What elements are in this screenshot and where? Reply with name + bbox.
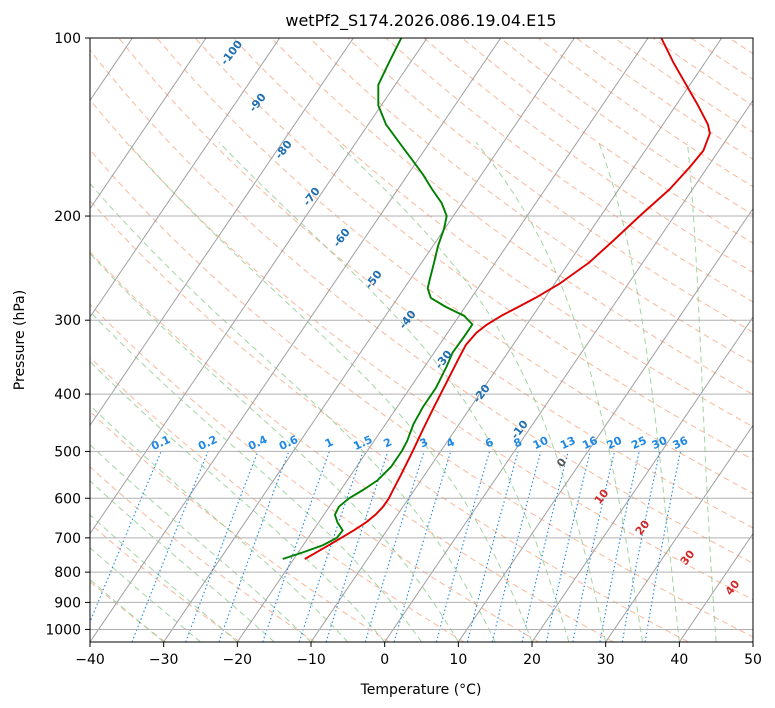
mixing-ratio-label: 36 [671,434,691,452]
x-tick-label: 20 [523,652,541,668]
mixing-ratio-line [131,451,209,642]
y-tick-label: 800 [54,565,81,581]
isotherm-line [90,38,428,535]
y-tick-label: 1000 [45,622,81,638]
isotherm-line [163,38,575,642]
x-tick-label: −30 [149,652,179,668]
x-tick-label: 30 [597,652,615,668]
mixing-ratio-line [521,451,569,642]
y-tick-label: 500 [54,444,81,460]
isotherm-line [90,38,502,642]
plot-area [90,38,753,642]
isotherm-line [457,207,753,642]
mixing-ratio-label: 16 [580,434,600,452]
mixing-ratio-label: 10 [531,434,551,452]
x-tick-label: −10 [296,652,326,668]
dewpoint-profile-line [282,38,474,560]
y-tick-label: 200 [54,209,81,225]
isotherm-line [90,38,354,427]
dry-adiabat-line [232,38,753,428]
dry-adiabat-line [90,356,465,642]
mixing-ratio-line [262,451,330,642]
x-tick-label: 50 [744,652,762,668]
chart-title: wetPf2_S174.2026.086.19.04.E15 [285,11,556,31]
dry-adiabat-line [90,199,689,642]
mixing-ratio-label: 30 [650,434,670,452]
dry-adiabat-line [90,303,540,642]
mixing-ratio-line [90,451,162,624]
dry-adiabat-line [90,99,753,601]
dry-adiabat-line [90,466,315,642]
y-tick-label: 300 [54,313,81,329]
mixing-ratio-line [185,451,259,642]
y-tick-label: 100 [54,31,81,47]
axes: −40 −30 −20 −10 0 10 20 30 40 50 100 200 300 400 500 60… [45,31,762,668]
x-tick-label: −20 [223,652,253,668]
dry-adiabat-line [270,38,753,396]
isotherm-line [236,38,649,642]
temperature-profile-line [304,38,711,560]
isotherm-line [90,38,207,210]
isotherm-line [531,316,753,642]
plot-frame [89,37,754,643]
mixing-ratio-label: 20 [605,434,625,452]
mixing-ratio-line [325,451,389,642]
y-tick-label: 900 [54,595,81,611]
isotherm-line [678,532,753,642]
isotherm-line [605,424,753,642]
isotherm-line [90,38,281,318]
mixing-ratio-line [364,451,425,642]
mixing-ratio-line [491,451,542,642]
x-tick-label: 0 [380,652,389,668]
x-tick-label: −40 [75,652,105,668]
dry-adiabat-line [90,49,753,564]
y-axis-label: Pressure (hPa) [12,290,28,390]
mixing-ratio-label: 13 [558,434,577,452]
dry-adiabat-line [156,38,753,494]
mixing-ratio-line [218,451,290,642]
dry-adiabat-line [194,38,753,461]
y-tick-label: 400 [54,387,81,403]
mixing-ratio-label: 25 [629,434,648,452]
mixing-ratio-line [466,451,519,642]
dry-adiabat-line [90,410,390,642]
mixing-ratio-line [393,451,452,642]
dry-adiabat-line [90,522,241,642]
mixing-ratio-line [435,451,491,642]
isotherm-line [384,99,753,642]
x-axis-label: Temperature (°C) [360,682,482,698]
x-tick-label: 10 [449,652,467,668]
dry-adiabat-line [385,38,753,303]
x-tick-label: 40 [670,652,688,668]
y-tick-label: 600 [54,491,81,507]
dry-adiabat-line [309,38,753,364]
profile-lines [282,38,711,560]
dry-adiabat-line [90,251,614,642]
isotherm-line [310,38,723,642]
dry-adiabat-line [118,38,753,529]
mixing-ratio-line [298,451,364,642]
y-tick-label: 700 [54,531,81,547]
pressure-gridlines [90,38,753,630]
